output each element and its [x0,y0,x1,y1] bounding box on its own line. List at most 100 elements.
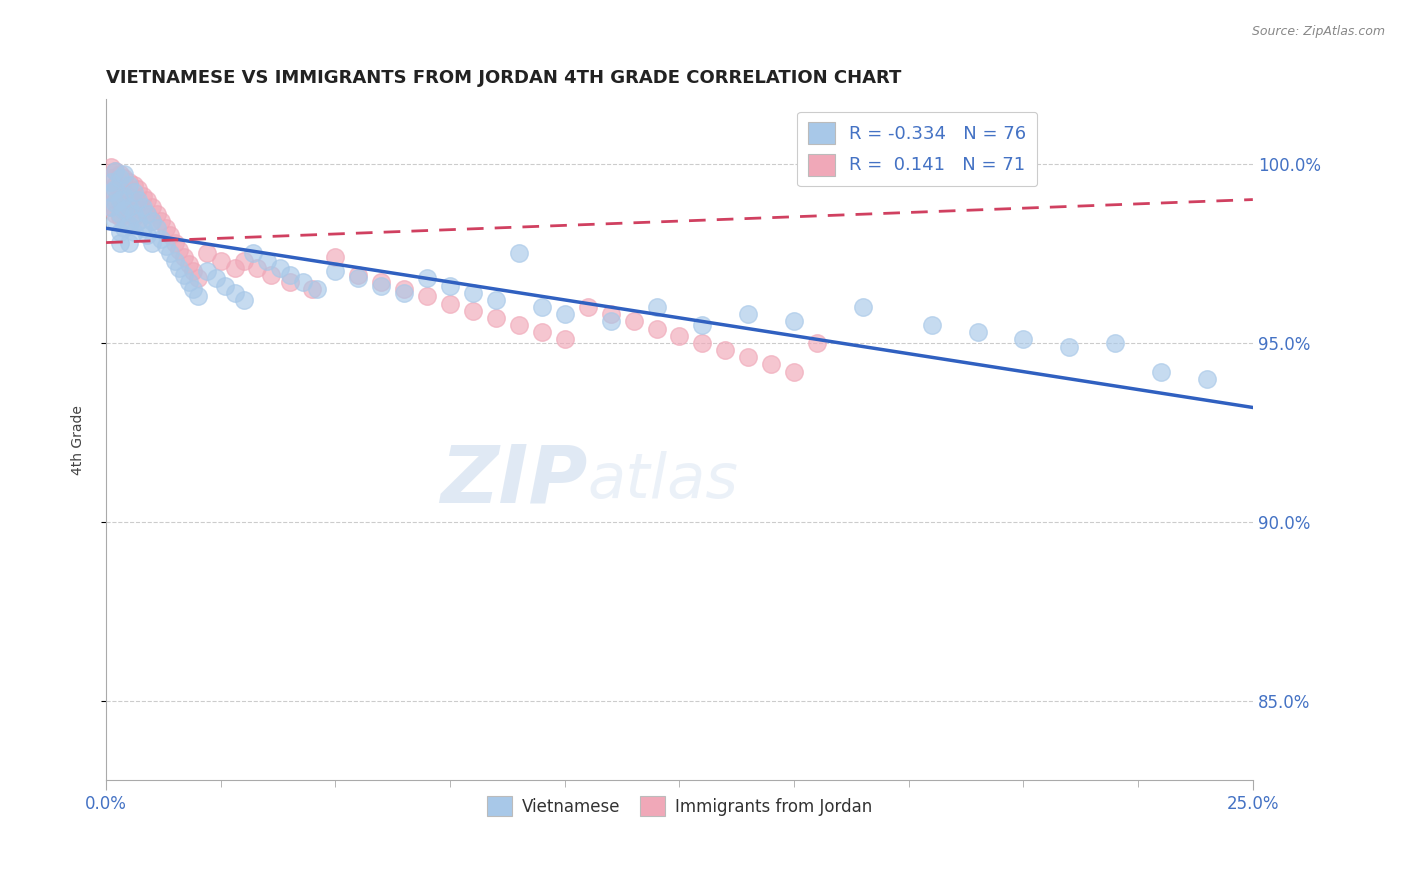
Point [668,328,690,343]
Point [155,221,177,235]
Point [301,282,323,296]
Point [127,196,149,211]
Point [136,193,159,207]
Point [150,214,173,228]
Point [737,351,759,365]
Point [104,193,127,207]
Point [1195,372,1218,386]
Point [214,278,236,293]
Point [118,200,141,214]
Point [104,214,127,228]
Point [246,260,269,275]
Point [370,278,392,293]
Point [439,278,461,293]
Point [104,207,127,221]
Point [714,343,737,358]
Point [122,186,145,200]
Point [118,218,141,232]
Point [783,314,806,328]
Point [100,186,122,200]
Point [394,285,416,300]
Point [232,293,254,307]
Point [104,164,127,178]
Point [122,225,145,239]
Point [325,250,347,264]
Point [232,253,254,268]
Point [141,200,163,214]
Point [132,221,155,235]
Point [100,200,122,214]
Point [122,193,145,207]
Point [177,257,200,271]
Point [118,175,141,189]
Point [141,235,163,250]
Point [159,228,181,243]
Point [108,193,131,207]
Point [136,207,159,221]
Point [108,235,131,250]
Point [118,218,141,232]
Point [576,300,599,314]
Point [136,207,159,221]
Point [195,264,218,278]
Point [325,264,347,278]
Point [100,200,122,214]
Point [108,196,131,211]
Point [1150,365,1173,379]
Point [112,186,135,200]
Point [132,200,155,214]
Point [554,307,576,321]
Point [112,221,135,235]
Point [181,264,204,278]
Point [195,246,218,260]
Text: Source: ZipAtlas.com: Source: ZipAtlas.com [1251,25,1385,38]
Point [485,293,508,307]
Point [100,171,122,186]
Point [108,171,131,186]
Point [104,178,127,193]
Point [187,271,209,285]
Point [132,189,155,203]
Point [485,310,508,325]
Point [692,318,714,332]
Point [508,318,530,332]
Point [599,314,621,328]
Point [439,296,461,310]
Point [145,221,167,235]
Point [461,285,484,300]
Point [1104,335,1126,350]
Point [508,246,530,260]
Point [127,193,149,207]
Point [118,189,141,203]
Point [112,189,135,203]
Point [104,164,127,178]
Point [242,246,264,260]
Point [224,260,246,275]
Point [163,253,186,268]
Point [112,203,135,218]
Point [737,307,759,321]
Point [108,182,131,196]
Point [127,214,149,228]
Point [173,268,195,282]
Point [122,207,145,221]
Text: ZIP: ZIP [440,442,588,520]
Point [278,268,301,282]
Point [118,178,141,193]
Point [177,275,200,289]
Point [163,235,186,250]
Point [150,232,173,246]
Point [136,228,159,243]
Point [394,282,416,296]
Point [347,268,370,282]
Point [599,307,621,321]
Point [852,300,875,314]
Point [278,275,301,289]
Point [100,186,122,200]
Point [1059,339,1081,353]
Point [181,282,204,296]
Point [1012,332,1035,346]
Point [141,214,163,228]
Point [260,268,283,282]
Point [112,168,135,182]
